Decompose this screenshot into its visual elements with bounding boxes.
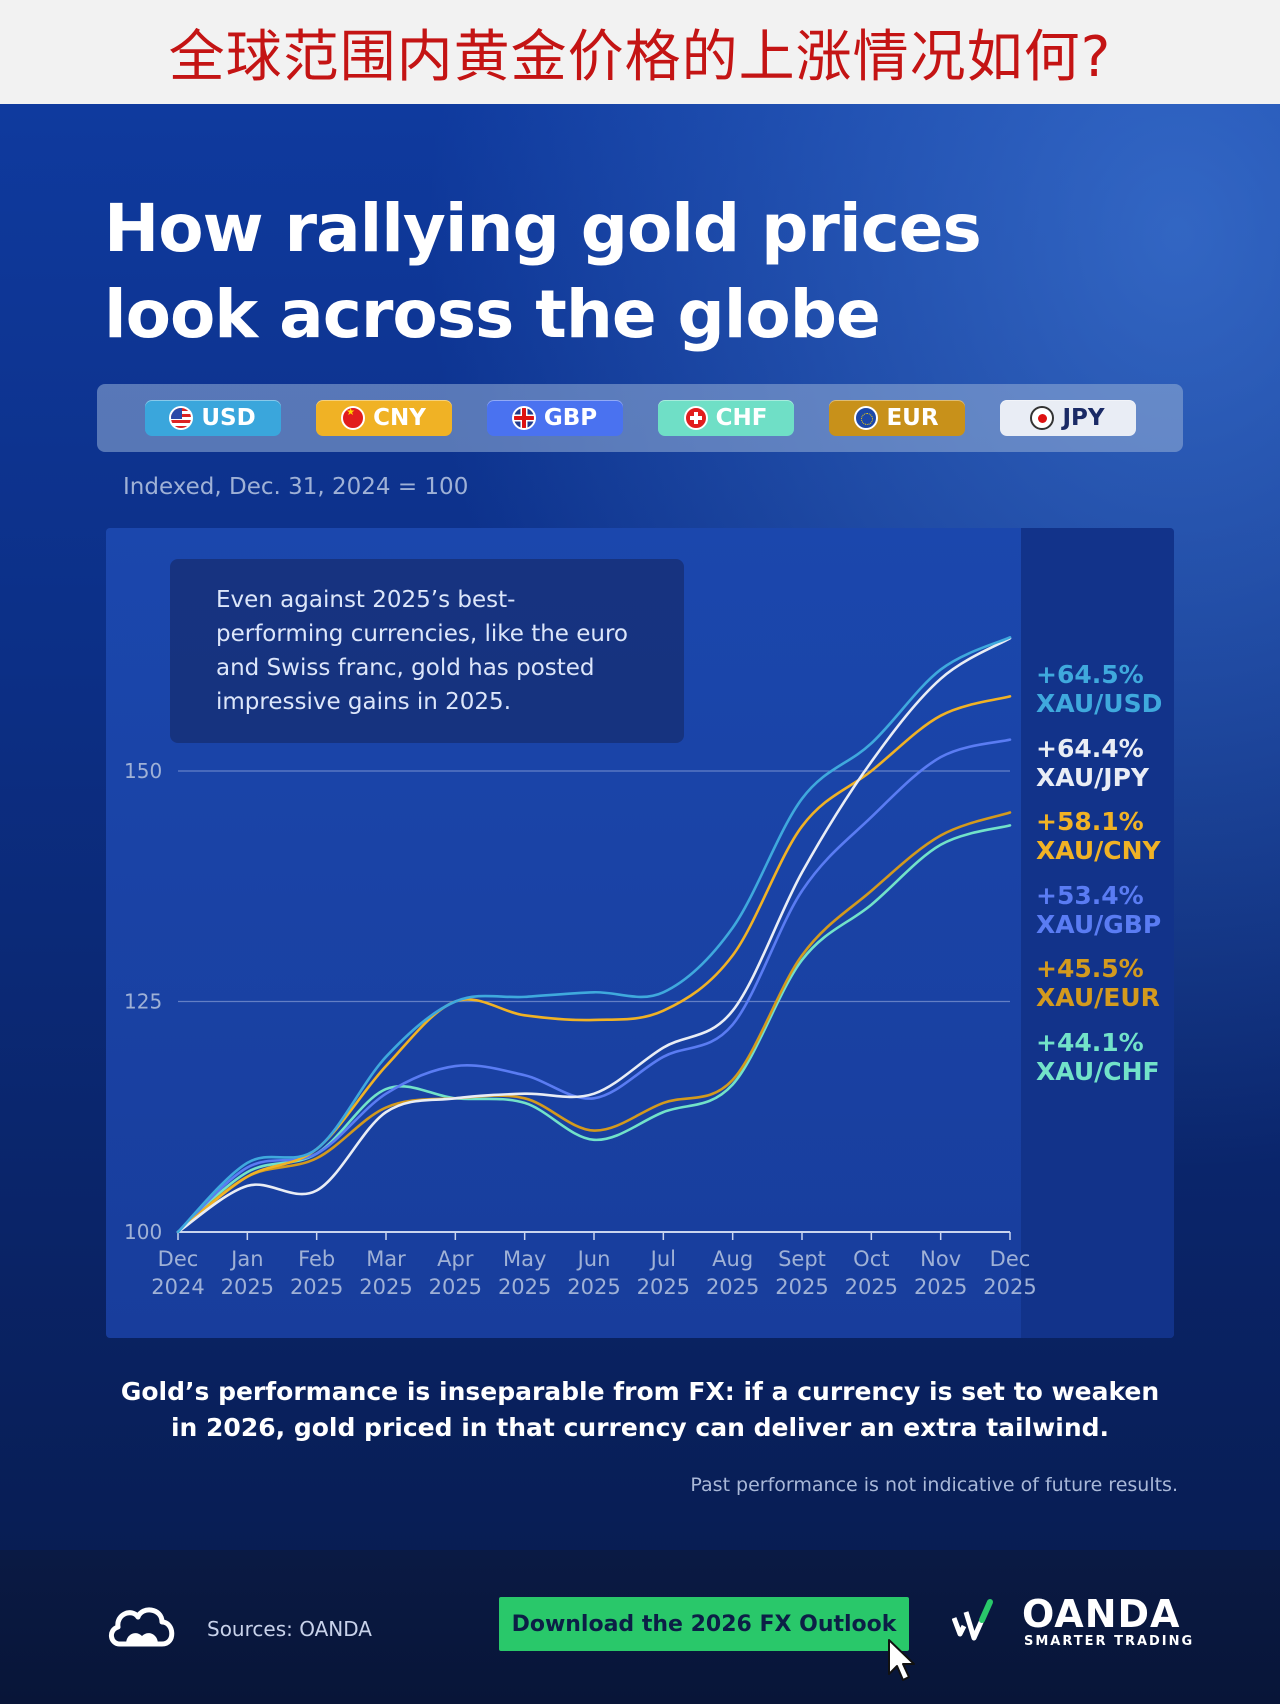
footer-message: Gold’s performance is inseparable from F… bbox=[0, 1374, 1280, 1446]
legend-pill-eur[interactable]: EUR bbox=[828, 400, 965, 436]
chart-annotation: Even against 2025’s best-performing curr… bbox=[170, 559, 684, 743]
series-change: +58.1% bbox=[1036, 807, 1144, 837]
series-name: XAU/CHF bbox=[1036, 1057, 1160, 1086]
title-line-2: look across the globe bbox=[104, 276, 881, 353]
page-title: How rallying gold prices look across the… bbox=[104, 186, 1004, 358]
series-line-xau-usd bbox=[176, 636, 1012, 1234]
series-line-xau-chf bbox=[176, 824, 1012, 1234]
cn-flag-icon bbox=[341, 406, 366, 430]
disclaimer: Past performance is not indicative of fu… bbox=[690, 1474, 1178, 1496]
currency-legend: USD CNY GBP CHF EUR JPY bbox=[97, 384, 1183, 452]
chart-side-panel bbox=[1021, 528, 1174, 1338]
x-tick-label-year: 2024 bbox=[151, 1275, 204, 1299]
download-outlook-button[interactable]: Download the 2026 FX Outlook bbox=[499, 1597, 909, 1651]
legend-pill-chf[interactable]: CHF bbox=[657, 400, 794, 436]
cloud-icon bbox=[109, 1607, 175, 1647]
x-tick-label-year: 2025 bbox=[567, 1275, 620, 1299]
jp-flag-icon bbox=[1030, 406, 1055, 430]
x-tick-label-year: 2025 bbox=[498, 1275, 551, 1299]
x-tick-label-month: Jan bbox=[229, 1247, 263, 1271]
legend-pill-gbp[interactable]: GBP bbox=[486, 400, 623, 436]
series-name: XAU/USD bbox=[1036, 689, 1163, 718]
series-label-xau-eur: +45.5% XAU/EUR bbox=[1036, 954, 1160, 1012]
x-tick-label-year: 2025 bbox=[290, 1275, 343, 1299]
x-tick-label-month: Nov bbox=[920, 1247, 961, 1271]
x-tick-label-year: 2025 bbox=[221, 1275, 274, 1299]
series-change: +53.4% bbox=[1036, 880, 1144, 910]
x-tick-label-year: 2025 bbox=[983, 1275, 1036, 1299]
x-tick-label-year: 2025 bbox=[845, 1275, 898, 1299]
x-tick-label-month: Apr bbox=[437, 1247, 474, 1271]
x-tick-label-year: 2025 bbox=[359, 1275, 412, 1299]
x-tick-label-month: Jun bbox=[576, 1247, 611, 1271]
legend-pill-cny[interactable]: CNY bbox=[315, 400, 452, 436]
top-banner: 全球范围内黄金价格的上涨情况如何? bbox=[0, 0, 1280, 104]
oanda-logo-mark-icon bbox=[952, 1598, 993, 1640]
series-change: +64.4% bbox=[1036, 733, 1144, 763]
series-label-xau-gbp: +53.4% XAU/GBP bbox=[1036, 881, 1161, 939]
x-tick-label-year: 2025 bbox=[775, 1275, 828, 1299]
x-tick-label-year: 2025 bbox=[429, 1275, 482, 1299]
legend-pill-jpy[interactable]: JPY bbox=[999, 400, 1136, 436]
series-name: XAU/JPY bbox=[1036, 762, 1150, 792]
oanda-logo[interactable]: OANDA SMARTER TRADING bbox=[952, 1594, 1194, 1649]
us-flag-icon bbox=[169, 406, 194, 430]
cursor-icon bbox=[888, 1639, 915, 1681]
ch-flag-icon bbox=[683, 406, 708, 430]
line-chart: 100 125 150 Dec 2024 Jan 2025 Feb 2025 Mar 2025 Apr… bbox=[124, 636, 1037, 1299]
x-tick-label-year: 2025 bbox=[637, 1275, 690, 1299]
logo-name: OANDA bbox=[1022, 1592, 1181, 1636]
series-name: XAU/GBP bbox=[1036, 909, 1162, 939]
x-tick-label-year: 2025 bbox=[706, 1275, 759, 1299]
series-label-xau-jpy: +64.4% XAU/JPY bbox=[1036, 734, 1149, 792]
chart-subtitle: Indexed, Dec. 31, 2024 = 100 bbox=[123, 474, 469, 500]
series-line-xau-eur bbox=[176, 811, 1012, 1234]
x-tick-label-month: May bbox=[503, 1247, 546, 1271]
infographic: How rallying gold prices look across the… bbox=[0, 104, 1280, 1704]
legend-pill-label: JPY bbox=[1062, 405, 1105, 431]
y-tick-label: 100 bbox=[124, 1220, 162, 1244]
series-label-xau-usd: +64.5% XAU/USD bbox=[1036, 660, 1162, 718]
series-line-xau-gbp bbox=[176, 738, 1012, 1234]
x-tick-label-month: Sept bbox=[778, 1247, 826, 1271]
banner-text: 全球范围内黄金价格的上涨情况如何? bbox=[168, 24, 1112, 90]
series-change: +44.1% bbox=[1036, 1028, 1144, 1057]
legend-pill-label: USD bbox=[201, 405, 256, 431]
x-tick-label-month: Mar bbox=[366, 1247, 406, 1271]
x-tick-label-year: 2025 bbox=[914, 1275, 967, 1299]
legend-pill-label: CNY bbox=[373, 405, 426, 431]
series-line-xau-cny bbox=[176, 695, 1012, 1234]
eu-flag-icon bbox=[854, 406, 879, 430]
series-line-xau-jpy bbox=[176, 636, 1012, 1234]
series-label-xau-chf: +44.1% XAU/CHF bbox=[1036, 1028, 1160, 1086]
footer-message-line-2: in 2026, gold priced in that currency ca… bbox=[170, 1413, 1110, 1442]
legend-pill-label: CHF bbox=[715, 405, 768, 431]
series-change: +64.5% bbox=[1036, 660, 1144, 689]
series-change: +45.5% bbox=[1036, 954, 1144, 984]
legend-pill-usd[interactable]: USD bbox=[144, 400, 281, 436]
x-tick-label-month: Jul bbox=[649, 1247, 676, 1271]
x-tick-label-month: Aug bbox=[712, 1247, 753, 1271]
logo-tagline: SMARTER TRADING bbox=[1024, 1634, 1195, 1649]
legend-pill-label: EUR bbox=[886, 405, 939, 431]
y-tick-label: 125 bbox=[124, 990, 162, 1014]
series-name: XAU/CNY bbox=[1036, 836, 1161, 866]
uk-flag-icon bbox=[511, 406, 536, 430]
title-line-1: How rallying gold prices bbox=[104, 190, 982, 267]
series-label-xau-cny: +58.1% XAU/CNY bbox=[1036, 807, 1161, 865]
x-tick-label-month: Feb bbox=[298, 1247, 335, 1271]
footer-message-line-1: Gold’s performance is inseparable from F… bbox=[120, 1377, 1160, 1406]
x-tick-label-month: Oct bbox=[853, 1247, 889, 1271]
y-tick-label: 150 bbox=[124, 759, 162, 783]
series-name: XAU/EUR bbox=[1036, 983, 1160, 1013]
x-tick-label-month: Dec bbox=[158, 1247, 199, 1271]
x-tick-label-month: Dec bbox=[990, 1247, 1031, 1271]
sources-text: Sources: OANDA bbox=[207, 1617, 372, 1641]
legend-pill-label: GBP bbox=[543, 405, 598, 431]
